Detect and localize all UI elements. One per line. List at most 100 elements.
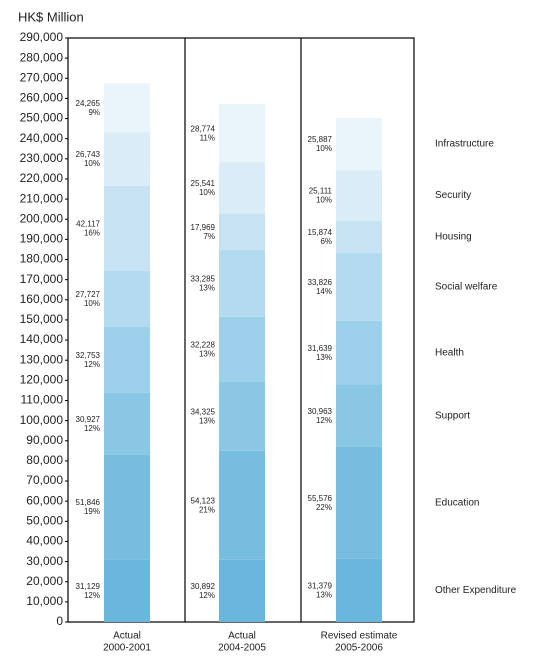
y-tick-label: 240,000 [20, 131, 64, 145]
percent-label: 13% [316, 591, 332, 600]
percent-label: 7% [203, 232, 215, 241]
y-tick-label: 250,000 [20, 111, 64, 125]
y-tick-label: 10,000 [26, 594, 63, 608]
data-label: 17,969 [191, 223, 216, 232]
data-label: 32,753 [76, 351, 101, 360]
bar-segment [104, 326, 150, 393]
y-tick-label: 90,000 [26, 433, 63, 447]
y-tick-label: 280,000 [20, 50, 64, 64]
bar-segment [336, 220, 382, 253]
y-tick-label: 190,000 [20, 232, 64, 246]
y-tick-label: 30,000 [26, 554, 63, 568]
data-label: 31,379 [308, 582, 333, 591]
percent-label: 21% [199, 505, 215, 514]
data-label: 24,265 [76, 99, 101, 108]
x-tick-label: 2004-2005 [218, 643, 266, 654]
y-tick-label: 80,000 [26, 453, 63, 467]
percent-label: 10% [316, 196, 332, 205]
bar-segment [104, 454, 150, 560]
data-label: 30,927 [76, 415, 101, 424]
legend-label: Education [435, 497, 479, 508]
y-tick-label: 50,000 [26, 513, 63, 527]
percent-label: 13% [199, 416, 215, 425]
legend-label: Housing [435, 231, 472, 242]
y-tick-label: 20,000 [26, 574, 63, 588]
y-tick-label: 200,000 [20, 211, 64, 225]
bar-segment [219, 213, 265, 250]
y-tick-label: 210,000 [20, 191, 64, 205]
bar-segment [336, 320, 382, 385]
x-tick-label: 2005-2006 [335, 643, 383, 654]
percent-label: 13% [316, 353, 332, 362]
bar-segment [104, 270, 150, 327]
data-label: 28,774 [191, 124, 216, 133]
x-tick-label: Revised estimate [321, 631, 398, 642]
data-label: 33,285 [191, 274, 216, 283]
y-tick-label: 260,000 [20, 91, 64, 105]
percent-label: 6% [320, 237, 332, 246]
percent-label: 22% [316, 503, 332, 512]
bar-segment [219, 104, 265, 163]
x-tick-label: Actual [113, 631, 141, 642]
percent-label: 12% [199, 591, 215, 600]
bar-segment [104, 186, 150, 271]
bar-segment [219, 559, 265, 622]
y-tick-label: 130,000 [20, 352, 64, 366]
percent-label: 13% [199, 283, 215, 292]
data-label: 27,727 [76, 290, 101, 299]
data-label: 32,228 [191, 340, 216, 349]
y-tick-label: 120,000 [20, 373, 64, 387]
y-axis-label: HK$ Million [18, 9, 84, 24]
data-label: 55,576 [308, 494, 333, 503]
bar-segment [336, 118, 382, 171]
y-tick-label: 220,000 [20, 171, 64, 185]
y-tick-label: 70,000 [26, 473, 63, 487]
data-label: 30,963 [308, 407, 333, 416]
bar-segment [219, 162, 265, 214]
bar-segment [104, 132, 150, 187]
data-label: 25,111 [309, 187, 333, 196]
percent-label: 10% [84, 299, 100, 308]
legend-label: Support [435, 410, 470, 421]
bar-segment [336, 170, 382, 221]
bar-segment [219, 450, 265, 560]
y-tick-label: 270,000 [20, 70, 64, 84]
data-label: 31,129 [76, 582, 101, 591]
legend-label: Other Expenditure [435, 585, 517, 596]
y-tick-label: 140,000 [20, 332, 64, 346]
y-tick-label: 100,000 [20, 413, 64, 427]
y-tick-label: 0 [56, 614, 63, 628]
percent-label: 9% [88, 108, 100, 117]
y-tick-label: 170,000 [20, 272, 64, 286]
legend-label: Health [435, 347, 464, 358]
percent-label: 12% [84, 591, 100, 600]
bar-segment [104, 559, 150, 622]
data-label: 31,639 [308, 344, 333, 353]
legend-label: Security [435, 190, 471, 201]
percent-label: 16% [84, 229, 100, 238]
data-label: 15,874 [308, 228, 333, 237]
y-tick-label: 290,000 [20, 30, 64, 44]
percent-label: 13% [199, 349, 215, 358]
bar-segment [219, 316, 265, 382]
data-label: 51,846 [76, 498, 101, 507]
percent-label: 19% [84, 507, 100, 516]
percent-label: 11% [200, 133, 215, 142]
percent-label: 10% [316, 144, 332, 153]
data-label: 34,325 [191, 407, 216, 416]
bar-segment [219, 249, 265, 317]
bar-segment [336, 446, 382, 559]
data-label: 26,743 [76, 150, 101, 159]
percent-label: 10% [84, 159, 100, 168]
data-label: 25,887 [308, 135, 333, 144]
y-tick-label: 150,000 [20, 312, 64, 326]
bar-segment [104, 83, 150, 133]
bar-segment [336, 252, 382, 321]
data-label: 54,123 [191, 496, 216, 505]
bar-segment [104, 392, 150, 455]
percent-label: 14% [316, 287, 332, 296]
percent-label: 12% [84, 424, 100, 433]
percent-label: 12% [316, 416, 332, 425]
bar-segment [336, 558, 382, 622]
